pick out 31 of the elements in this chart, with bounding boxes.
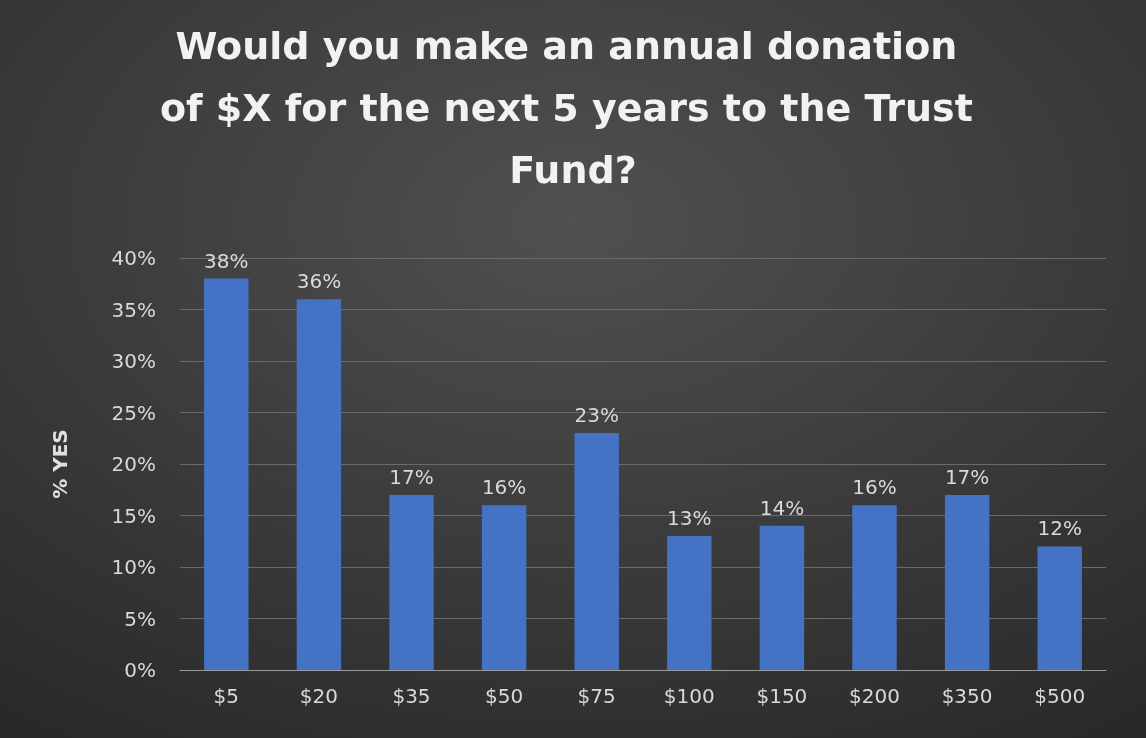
x-tick-label: $200 xyxy=(849,684,900,708)
y-tick-label: 0% xyxy=(124,658,156,682)
data-label: 13% xyxy=(667,506,712,531)
x-tick-label: $75 xyxy=(577,684,616,708)
y-tick-label: 20% xyxy=(111,452,156,476)
data-label: 23% xyxy=(574,403,619,428)
y-tick-label: 5% xyxy=(124,606,156,631)
x-tick-label: $100 xyxy=(663,684,715,708)
chart-title: Would you make an annual donation of $X for the next 5 years to the Trust Fund? xyxy=(159,24,987,192)
y-tick-label: 10% xyxy=(111,555,156,579)
data-label: 17% xyxy=(944,464,990,489)
x-tick-label: $5 xyxy=(213,684,240,708)
x-tick-label: $500 xyxy=(1034,684,1086,708)
data-label: 36% xyxy=(296,269,342,294)
data-label: 14% xyxy=(759,495,805,520)
x-tick-label: $150 xyxy=(756,684,808,708)
y-tick-label: 30% xyxy=(111,349,156,373)
y-tick-label: 35% xyxy=(111,297,156,322)
x-tick-label: $20 xyxy=(299,684,338,708)
x-tick-label: $35 xyxy=(392,684,431,708)
data-label: 12% xyxy=(1037,516,1082,541)
data-label: 16% xyxy=(852,475,897,500)
x-tick-label: $50 xyxy=(485,684,524,708)
y-tick-label: 15% xyxy=(111,503,156,528)
x-tick-label: $350 xyxy=(941,684,993,708)
y-axis-title: % YES xyxy=(48,429,72,499)
data-label: 38% xyxy=(204,248,249,273)
data-label: 16% xyxy=(481,475,527,500)
y-tick-label: 40% xyxy=(111,246,156,270)
y-tick-label: 25% xyxy=(111,400,156,425)
data-label: 17% xyxy=(389,464,434,489)
